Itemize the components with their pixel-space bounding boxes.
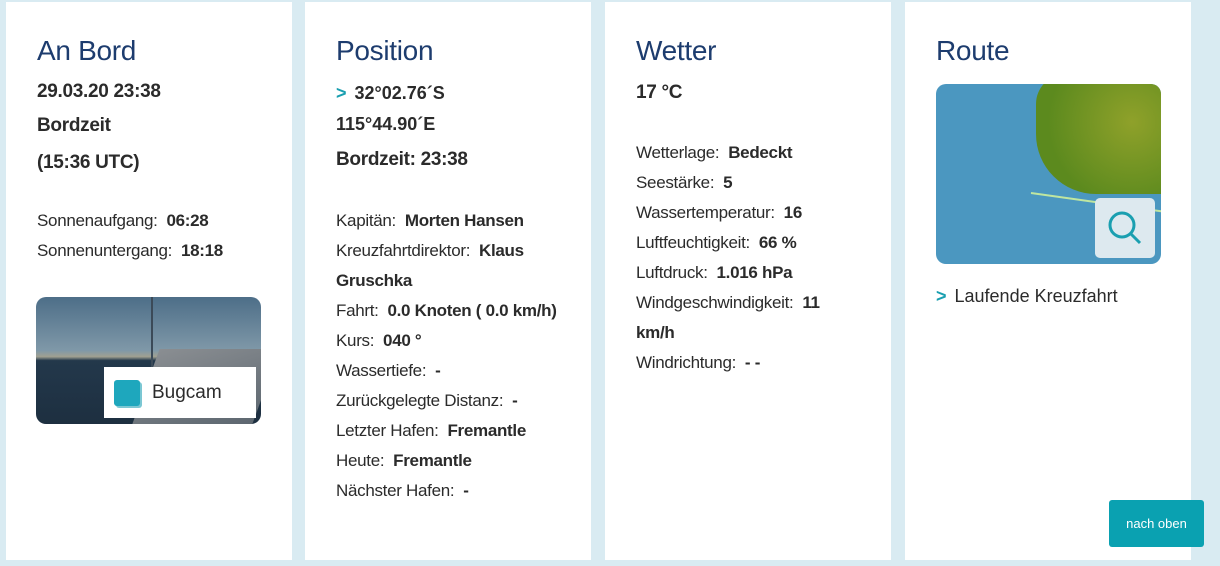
detail-row: Windrichtung: - - — [636, 348, 861, 378]
detail-label: Wetterlage: — [636, 143, 720, 162]
detail-label: Wassertiefe: — [336, 361, 427, 380]
onboard-card: An Bord 29.03.20 23:38 Bordzeit (15:36 U… — [6, 2, 292, 560]
map-land — [1036, 84, 1161, 194]
detail-label: Kurs: — [336, 331, 375, 350]
chevron-right-icon: > — [336, 83, 347, 103]
datetime: 29.03.20 23:38 — [37, 81, 161, 102]
bugcam-thumbnail[interactable]: Bugcam — [36, 297, 261, 424]
detail-value: 66 % — [758, 233, 797, 252]
detail-row: Seestärke: 5 — [636, 168, 861, 198]
detail-value: - - — [744, 353, 761, 372]
latitude: 32°02.76´S — [354, 83, 445, 103]
detail-row: Windgeschwindigkeit: 11 km/h — [636, 288, 861, 348]
image-icon — [114, 379, 140, 406]
detail-label: Luftdruck: — [636, 263, 708, 282]
route-map[interactable] — [936, 84, 1161, 264]
bugcam-label: Bugcam — [152, 381, 222, 403]
bugcam-button[interactable]: Bugcam — [104, 367, 256, 418]
detail-value: 040 ° — [383, 331, 422, 350]
map-zoom-button[interactable] — [1095, 198, 1155, 258]
back-to-top-button[interactable]: nach oben — [1109, 500, 1204, 547]
detail-label: Wassertemperatur: — [636, 203, 775, 222]
sunrise-label: Sonnenaufgang: — [37, 211, 158, 230]
sun-times: Sonnenaufgang: 06:28 Sonnenuntergang: 18… — [37, 206, 272, 266]
detail-value: Bedeckt — [728, 143, 793, 162]
sunset-value: 18:18 — [180, 241, 223, 260]
detail-value: - — [435, 361, 441, 380]
detail-value: 1.016 hPa — [716, 263, 793, 282]
utc-time: (15:36 UTC) — [37, 152, 140, 173]
longitude: 115°44.90´E — [336, 114, 436, 134]
detail-value: Fremantle — [393, 451, 472, 470]
detail-value: - — [463, 481, 469, 500]
detail-value: Klaus Gruschka — [336, 241, 524, 290]
detail-row: Letzter Hafen: Fremantle — [336, 416, 561, 446]
detail-label: Luftfeuchtigkeit: — [636, 233, 750, 252]
detail-row: Heute: Fremantle — [336, 446, 561, 476]
detail-row: Zurückgelegte Distanz: - — [336, 386, 561, 416]
detail-value: Fremantle — [447, 421, 527, 440]
chevron-right-icon: > — [936, 286, 947, 306]
sunset-row: Sonnenuntergang: 18:18 — [37, 236, 272, 266]
detail-label: Zurückgelegte Distanz: — [336, 391, 504, 410]
detail-value: 0.0 Knoten ( 0.0 km/h) — [387, 301, 557, 320]
sunrise-value: 06:28 — [166, 211, 209, 230]
current-cruise-link[interactable]: > Laufende Kreuzfahrt — [936, 286, 1118, 307]
weather-card: Wetter 17 °C Wetterlage: Bedeckt Seestärk… — [605, 2, 891, 560]
detail-row: Wassertiefe: - — [336, 356, 561, 386]
sunset-label: Sonnenuntergang: — [37, 241, 173, 260]
detail-row: Kapitän: Morten Hansen — [336, 206, 561, 236]
weather-title: Wetter — [636, 35, 717, 66]
detail-value: 5 — [723, 173, 733, 192]
detail-label: Fahrt: — [336, 301, 379, 320]
detail-row: Luftfeuchtigkeit: 66 % — [636, 228, 861, 258]
detail-row: Kreuzfahrtdirektor: Klaus Gruschka — [336, 236, 561, 296]
position-details: Kapitän: Morten Hansen Kreuzfahrtdirektor… — [336, 206, 561, 506]
detail-value: 16 — [783, 203, 803, 222]
detail-row: Fahrt: 0.0 Knoten ( 0.0 km/h) — [336, 296, 561, 326]
detail-value: - — [512, 391, 518, 410]
search-icon — [1108, 211, 1142, 245]
route-card: Route > Laufende Kreuzfahrt — [905, 2, 1191, 560]
weather-details: Wetterlage: Bedeckt Seestärke: 5 Wassertem… — [636, 138, 861, 378]
position-title: Position — [336, 35, 434, 66]
position-card: Position >32°02.76´S 115°44.90´E Bordzei… — [305, 2, 591, 560]
detail-value: 11 km/h — [636, 293, 820, 342]
detail-label: Windrichtung: — [636, 353, 737, 372]
current-cruise-label: Laufende Kreuzfahrt — [954, 286, 1118, 306]
sunrise-row: Sonnenaufgang: 06:28 — [37, 206, 272, 236]
detail-row: Wetterlage: Bedeckt — [636, 138, 861, 168]
detail-label: Letzter Hafen: — [336, 421, 439, 440]
detail-label: Kapitän: — [336, 211, 396, 230]
coordinates[interactable]: >32°02.76´S 115°44.90´E — [336, 78, 571, 140]
bordzeit-label: Bordzeit — [37, 115, 111, 136]
detail-value: Morten Hansen — [404, 211, 524, 230]
position-time: Bordzeit: 23:38 — [336, 149, 468, 170]
mast — [151, 297, 153, 387]
onboard-title: An Bord — [37, 35, 137, 66]
detail-label: Seestärke: — [636, 173, 715, 192]
onboard-datetime: 29.03.20 23:38 Bordzeit (15:36 UTC) — [37, 75, 272, 180]
temperature: 17 °C — [636, 82, 683, 103]
detail-label: Nächster Hafen: — [336, 481, 455, 500]
detail-row: Nächster Hafen: - — [336, 476, 561, 506]
detail-label: Windgeschwindigkeit: — [636, 293, 794, 312]
route-title: Route — [936, 35, 1010, 66]
detail-row: Kurs: 040 ° — [336, 326, 561, 356]
detail-row: Luftdruck: 1.016 hPa — [636, 258, 861, 288]
detail-label: Kreuzfahrtdirektor: — [336, 241, 471, 260]
detail-label: Heute: — [336, 451, 385, 470]
detail-row: Wassertemperatur: 16 — [636, 198, 861, 228]
